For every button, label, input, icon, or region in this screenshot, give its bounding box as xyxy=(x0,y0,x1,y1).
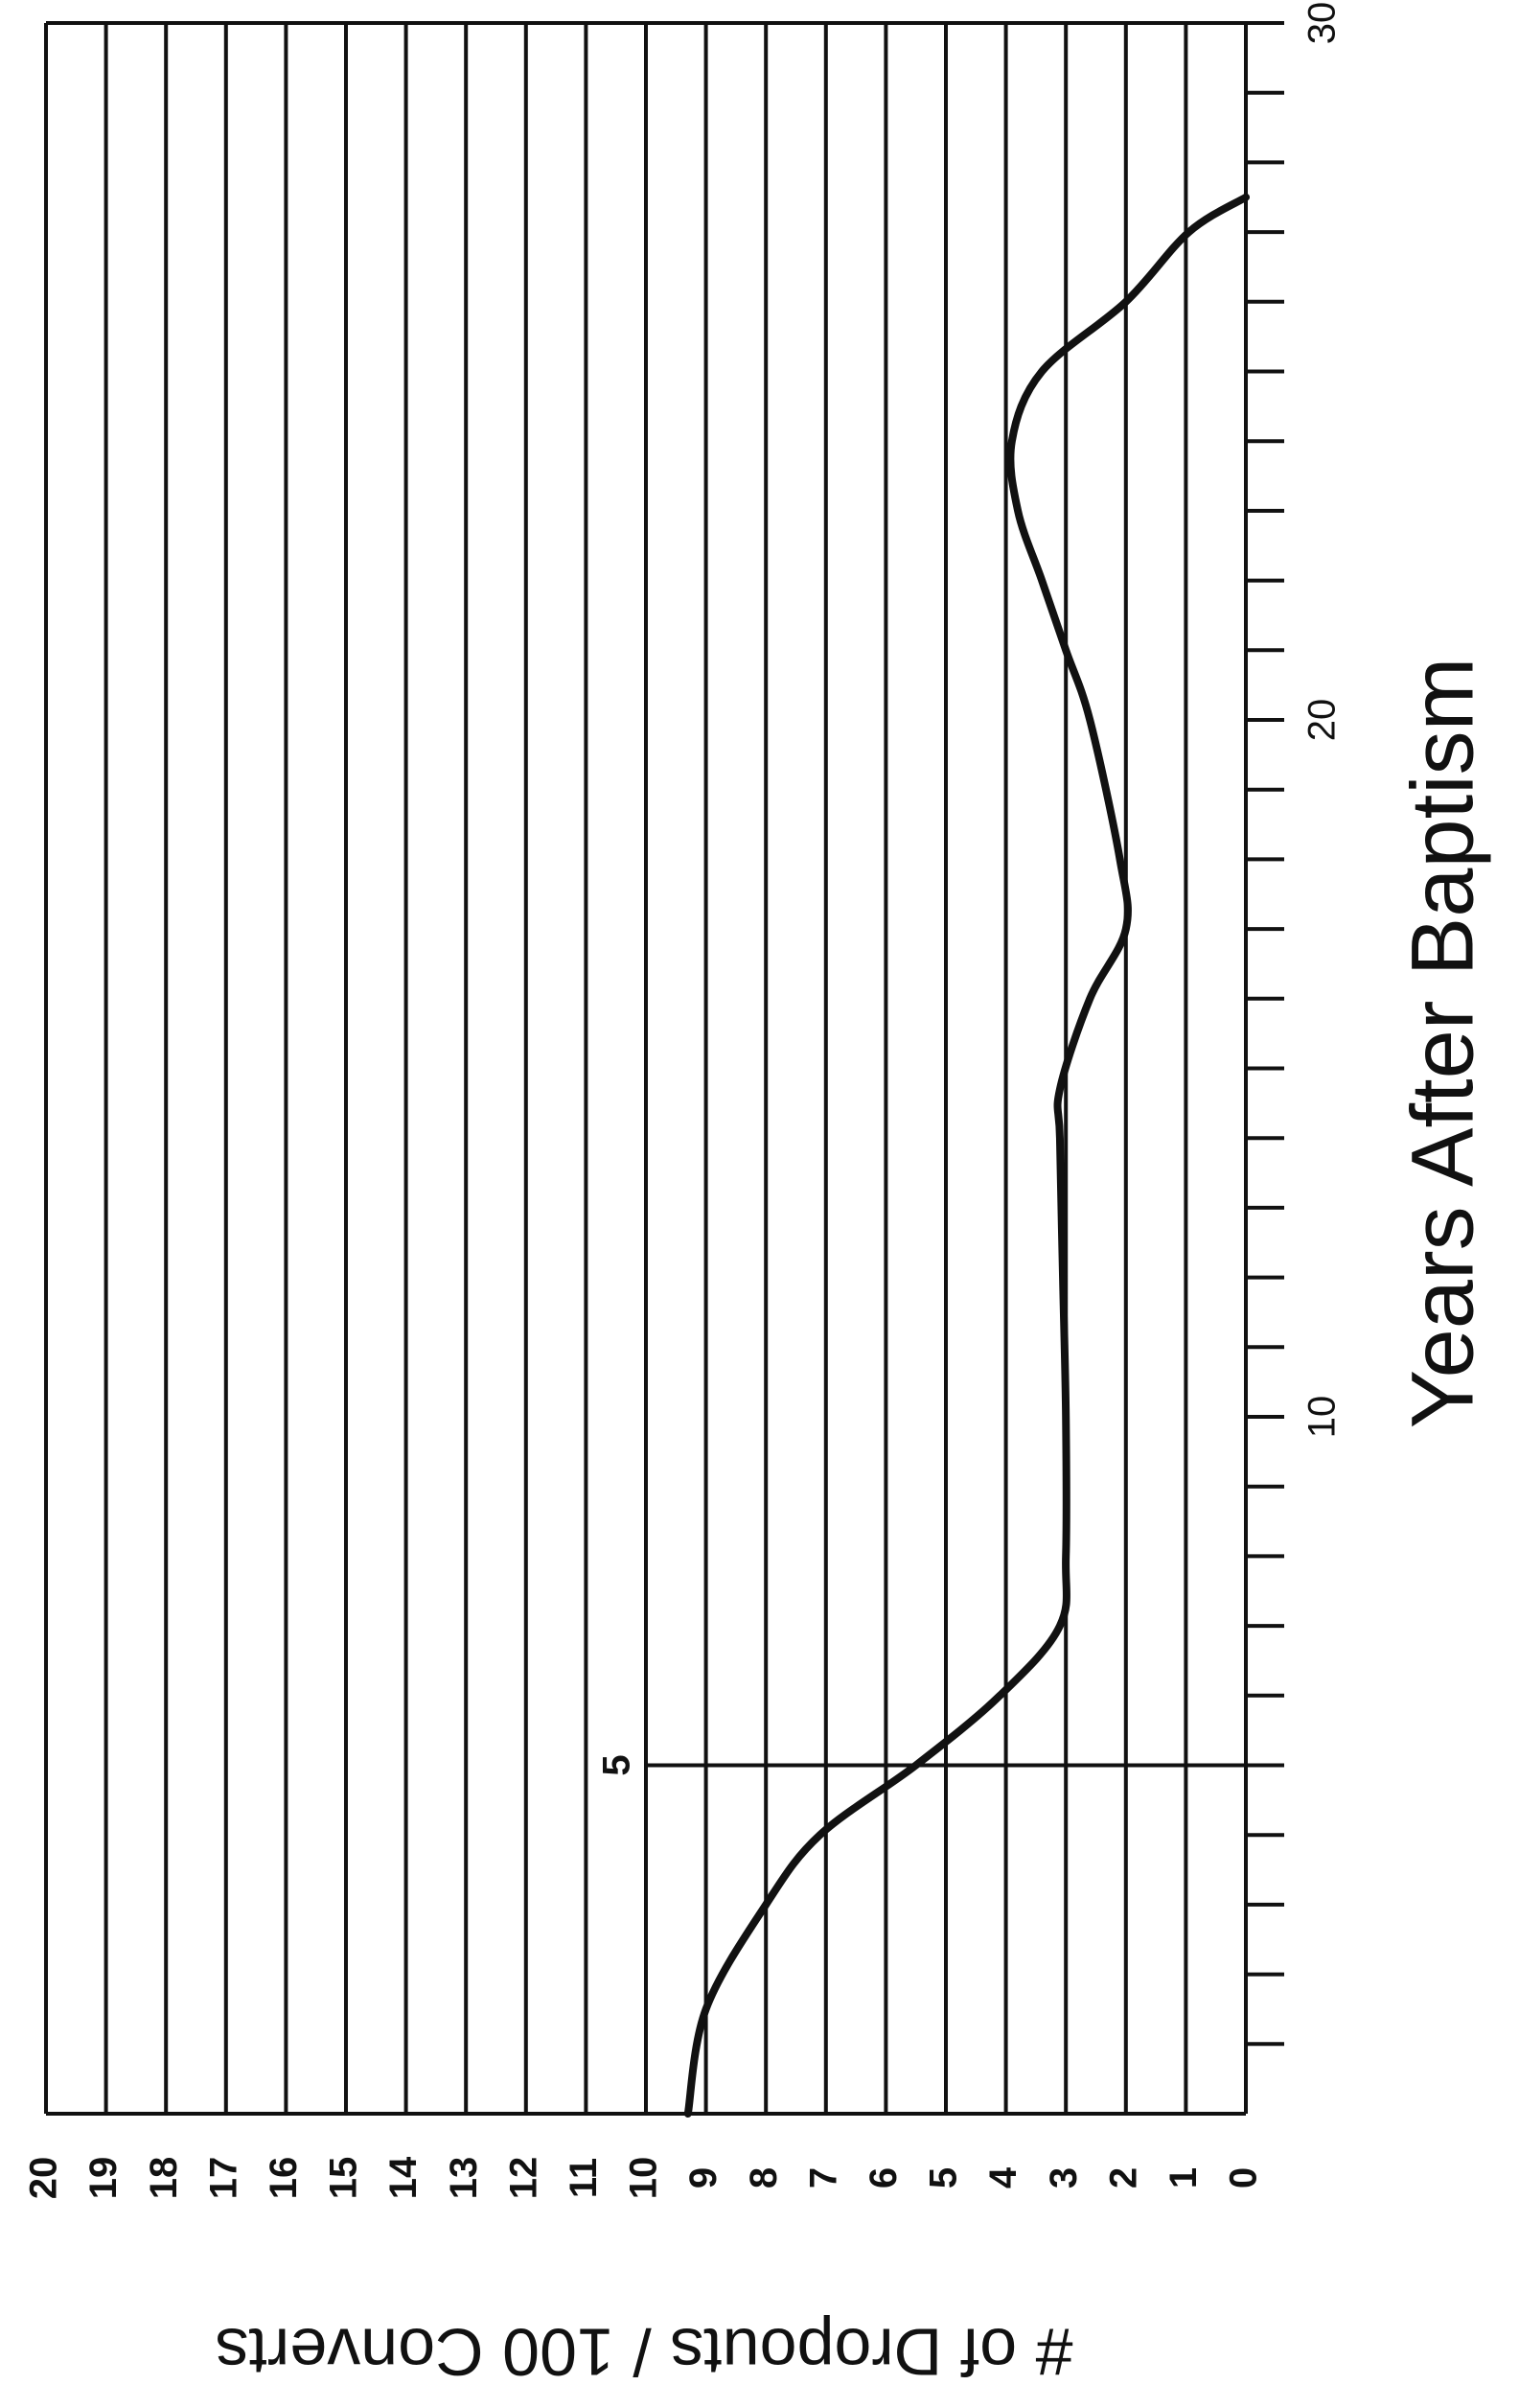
y-tick-label: 1 xyxy=(1162,2167,1205,2188)
y-tick-label: 17 xyxy=(202,2157,244,2200)
annotation-label: 5 xyxy=(596,1754,638,1775)
y-tick-label: 6 xyxy=(863,2167,905,2188)
x-tick-label: 30 xyxy=(1301,2,1344,45)
y-tick-label: 4 xyxy=(982,2166,1024,2188)
x-axis-title: Years After Baptism xyxy=(1393,658,1491,1429)
y-tick-label: 9 xyxy=(682,2167,725,2188)
y-tick-label: 14 xyxy=(382,2156,425,2199)
y-tick-label: 19 xyxy=(82,2157,125,2200)
x-tick-label: 20 xyxy=(1301,699,1344,742)
x-tick-label: 10 xyxy=(1301,1396,1344,1439)
y-tick-label: 10 xyxy=(623,2157,665,2200)
y-tick-label: 18 xyxy=(143,2157,185,2200)
y-tick-label: 5 xyxy=(923,2167,965,2188)
y-tick-label: 16 xyxy=(263,2157,305,2200)
y-axis-title: # of Dropouts / 100 Converts xyxy=(216,2315,1073,2390)
y-tick-label: 7 xyxy=(802,2167,844,2188)
y-tick-label: 3 xyxy=(1043,2167,1085,2188)
y-tick-label: 20 xyxy=(23,2157,65,2200)
y-tick-label: 11 xyxy=(563,2158,605,2198)
y-tick-label: 2 xyxy=(1102,2167,1144,2188)
y-tick-label: 15 xyxy=(323,2157,365,2200)
y-tick-label: 0 xyxy=(1223,2167,1265,2188)
data-line xyxy=(683,193,1250,2118)
y-tick-label: 8 xyxy=(743,2167,785,2188)
y-tick-label: 13 xyxy=(443,2157,485,2200)
y-tick-label: 12 xyxy=(502,2157,544,2200)
